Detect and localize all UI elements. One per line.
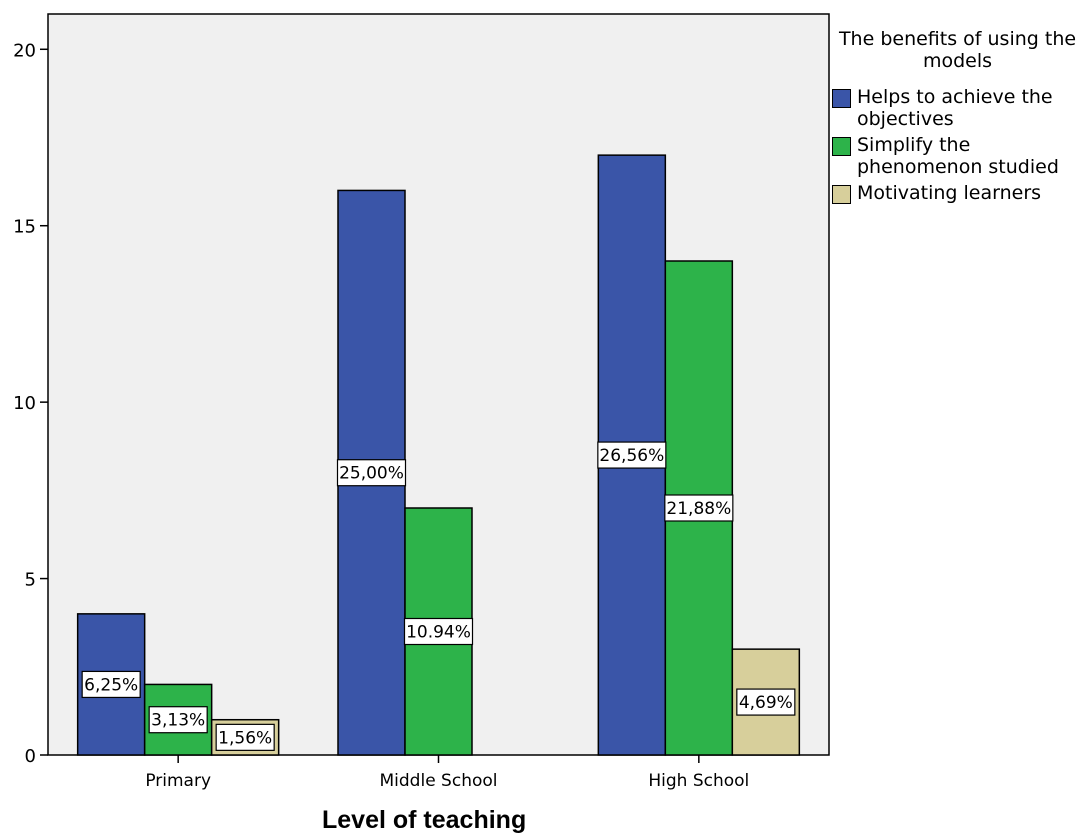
legend-label: Simplify the phenomenon studied: [857, 134, 1059, 178]
x-tick-label: Middle School: [380, 771, 498, 791]
data-label: 26,56%: [599, 446, 664, 466]
data-label-box: [215, 723, 275, 751]
legend-swatch: [832, 185, 851, 204]
data-label-box: [664, 494, 734, 522]
axes: 0 5 10 15 20 Primary Middle School High School: [13, 40, 749, 791]
data-label-box: [336, 459, 407, 487]
y-tick-label: 5: [25, 570, 36, 591]
data-label: 3,13%: [151, 711, 205, 731]
data-label-box: [81, 670, 141, 699]
data-label: 21,88%: [666, 499, 731, 519]
x-axis-title: Level of teaching: [322, 806, 527, 834]
legend-item: Simplify the phenomenon studied: [832, 134, 1089, 178]
data-label: 10.94%: [406, 623, 471, 643]
data-label-box: [403, 617, 474, 646]
x-tick-label: High School: [648, 771, 749, 791]
y-tick-label: 15: [13, 217, 36, 238]
legend-swatch: [832, 89, 851, 108]
y-tick-label: 10: [13, 393, 36, 414]
data-label-box: [597, 441, 667, 469]
data-label: 1,56%: [218, 728, 272, 748]
legend-item: Helps to achieve the objectives: [832, 86, 1089, 130]
data-label-box: [148, 706, 208, 734]
data-labels: 6,25% 3,13% 1,56% 25,00% 10.94% 26,56% 21,88% 4…: [81, 441, 796, 751]
legend-swatch: [832, 137, 851, 156]
legend: The benefits of using the models Helps t…: [832, 28, 1089, 208]
x-tick-label: Primary: [145, 771, 211, 791]
legend-label: Helps to achieve the objectives: [857, 86, 1053, 130]
legend-title: The benefits of using the models: [838, 28, 1077, 72]
legend-label: Motivating learners: [857, 182, 1042, 204]
data-label: 4,69%: [739, 693, 793, 713]
legend-item: Motivating learners: [832, 182, 1089, 204]
data-label-box: [736, 688, 796, 716]
y-tick-label: 0: [25, 746, 36, 767]
data-label: 6,25%: [84, 675, 138, 695]
data-label: 25,00%: [339, 464, 404, 484]
y-tick-label: 20: [13, 40, 36, 61]
